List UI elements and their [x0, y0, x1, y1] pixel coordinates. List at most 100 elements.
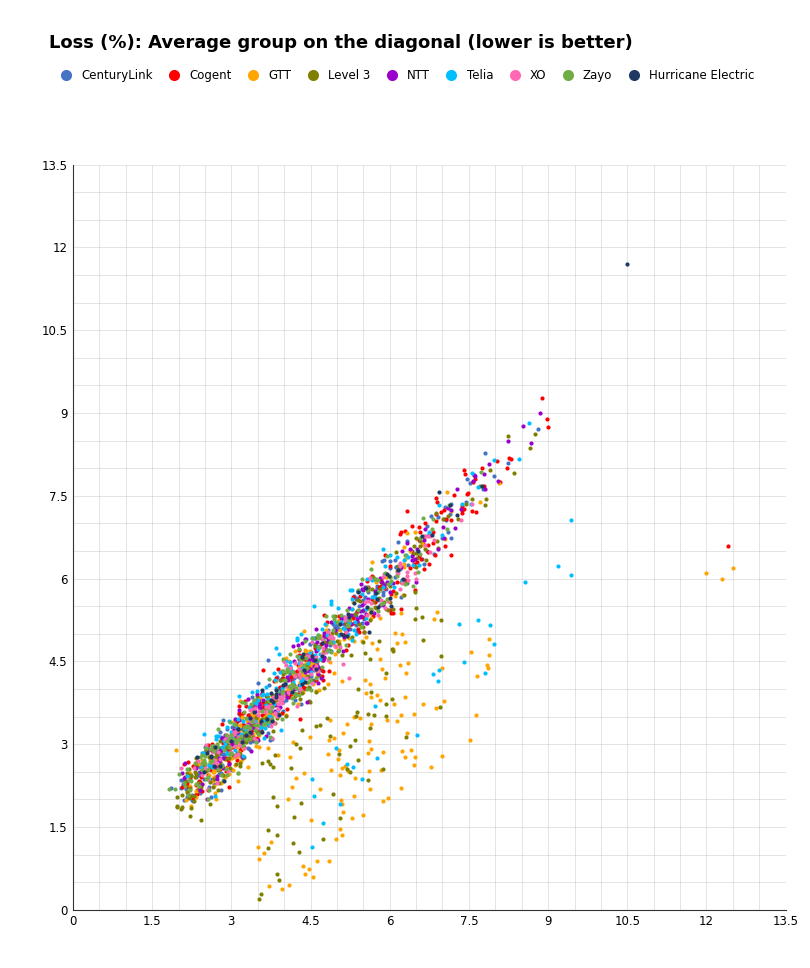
Point: [355, 581, 368, 596]
Point: [394, 524, 407, 539]
Point: [248, 714, 261, 730]
Point: [463, 733, 476, 748]
Point: [479, 498, 492, 513]
Point: [416, 551, 428, 566]
Point: [209, 757, 222, 772]
Point: [239, 721, 252, 737]
Point: [188, 769, 201, 784]
Point: [338, 622, 351, 638]
Point: [228, 732, 241, 747]
Point: [373, 692, 386, 708]
Point: [221, 752, 234, 768]
Point: [245, 722, 258, 738]
Point: [416, 696, 429, 711]
Point: [316, 635, 329, 650]
Point: [322, 622, 335, 638]
Point: [261, 685, 274, 701]
Point: [251, 711, 264, 727]
Point: [371, 573, 384, 589]
Point: [324, 636, 337, 651]
Point: [188, 761, 201, 776]
Point: [288, 669, 301, 684]
Point: [271, 669, 284, 684]
Point: [355, 576, 368, 591]
Point: [356, 592, 369, 608]
Point: [374, 574, 387, 590]
Point: [408, 525, 421, 540]
Point: [294, 666, 307, 681]
Point: [225, 728, 238, 743]
Point: [199, 738, 212, 753]
Point: [262, 689, 275, 705]
Point: [318, 635, 330, 650]
Point: [249, 703, 262, 718]
Point: [330, 620, 343, 635]
Point: [390, 713, 403, 729]
Point: [369, 571, 382, 587]
Point: [473, 494, 486, 509]
Point: [244, 718, 257, 734]
Point: [334, 617, 347, 632]
Point: [291, 649, 304, 664]
Point: [379, 547, 392, 562]
Point: [365, 570, 378, 586]
Point: [216, 741, 229, 756]
Point: [245, 684, 258, 700]
Point: [298, 662, 311, 678]
Point: [416, 529, 428, 544]
Point: [221, 763, 234, 778]
Point: [181, 789, 194, 804]
Point: [298, 681, 311, 696]
Point: [442, 497, 455, 512]
Point: [285, 681, 298, 696]
Point: [383, 558, 396, 573]
Point: [305, 673, 318, 688]
Point: [220, 727, 232, 742]
Point: [230, 720, 243, 736]
Point: [387, 606, 400, 621]
Point: [360, 629, 373, 645]
Point: [407, 579, 420, 594]
Point: [360, 606, 373, 621]
Point: [226, 762, 239, 777]
Point: [309, 648, 322, 663]
Point: [253, 728, 266, 743]
Point: [381, 593, 394, 609]
Point: [413, 549, 426, 564]
Point: [181, 783, 194, 799]
Point: [303, 650, 316, 665]
Point: [245, 711, 258, 727]
Point: [256, 686, 269, 702]
Point: [213, 759, 226, 774]
Point: [358, 579, 371, 594]
Point: [564, 567, 577, 583]
Point: [265, 710, 278, 725]
Point: [361, 579, 374, 594]
Point: [426, 525, 439, 540]
Point: [333, 636, 346, 651]
Point: [329, 646, 342, 661]
Point: [334, 611, 347, 626]
Point: [310, 683, 323, 699]
Point: [225, 739, 238, 754]
Point: [347, 588, 360, 603]
Point: [381, 566, 394, 582]
Point: [337, 804, 350, 820]
Point: [344, 616, 357, 631]
Point: [216, 768, 229, 783]
Point: [237, 705, 250, 720]
Point: [267, 673, 280, 688]
Point: [248, 704, 261, 719]
Point: [344, 613, 357, 628]
Point: [232, 732, 245, 747]
Point: [358, 623, 371, 639]
Point: [295, 661, 308, 677]
Point: [237, 728, 250, 743]
Point: [334, 640, 347, 655]
Point: [193, 775, 206, 791]
Point: [332, 613, 345, 628]
Point: [228, 717, 241, 733]
Point: [407, 553, 420, 568]
Point: [358, 611, 371, 626]
Point: [278, 679, 291, 694]
